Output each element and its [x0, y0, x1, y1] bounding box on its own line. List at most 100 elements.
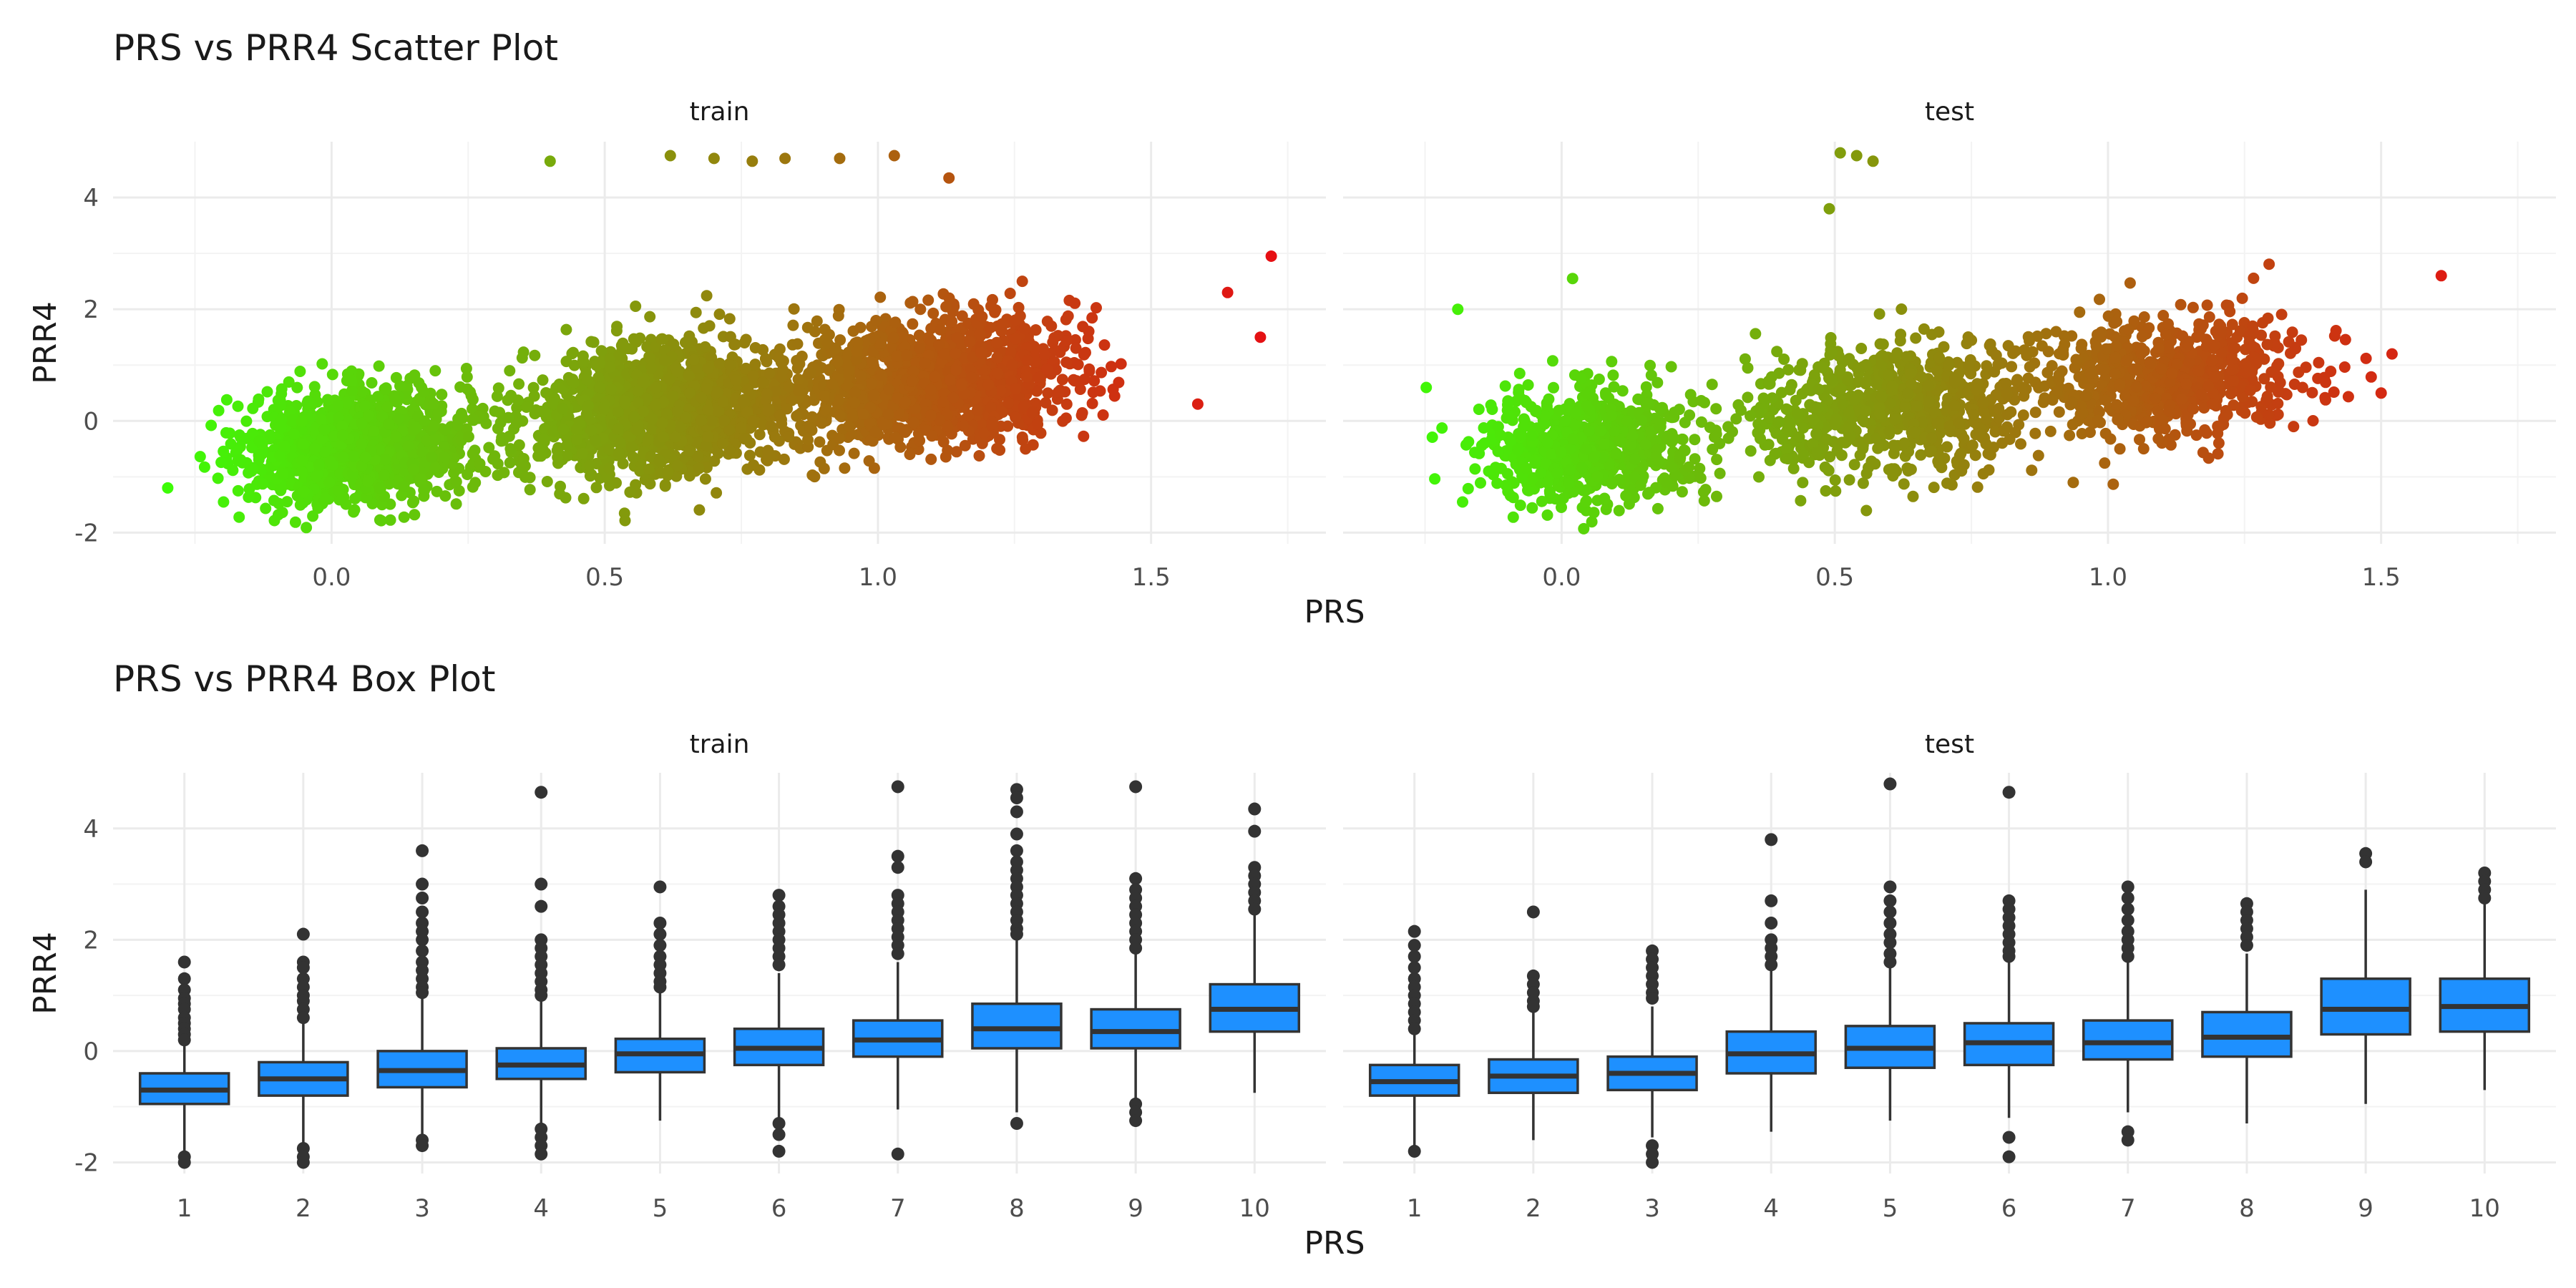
scatter-point — [374, 482, 386, 494]
scatter-point — [1473, 404, 1485, 415]
scatter-point — [253, 435, 265, 447]
scatter-point — [985, 300, 997, 312]
scatter-point — [1898, 478, 1910, 490]
scatter-point — [1478, 437, 1491, 449]
scatter-point — [1583, 425, 1595, 437]
scatter-point — [944, 374, 956, 386]
scatter-point — [257, 478, 268, 490]
scatter-point — [718, 414, 731, 426]
scatter-point — [1254, 331, 1267, 343]
scatter-point — [891, 350, 903, 362]
scatter-point — [1522, 484, 1533, 497]
scatter-point — [801, 321, 814, 333]
scatter-point — [857, 408, 869, 420]
scatter-point — [1588, 507, 1600, 519]
scatter-point — [1020, 371, 1033, 383]
scatter-point — [298, 438, 309, 450]
scatter-point — [359, 400, 371, 411]
scatter-point — [747, 370, 759, 382]
scatter-point — [1491, 477, 1503, 489]
scatter-point — [839, 462, 851, 474]
scatter-point — [765, 420, 777, 432]
scatter-point — [467, 394, 479, 406]
scatter-y-tick-label: -2 — [74, 519, 99, 547]
scatter-point — [947, 391, 960, 404]
scatter-point — [1010, 411, 1022, 424]
scatter-point — [438, 451, 450, 463]
scatter-point — [381, 401, 394, 413]
scatter-point — [462, 469, 474, 480]
scatter-point — [618, 395, 630, 407]
scatter-point — [595, 345, 608, 357]
scatter-point — [577, 492, 590, 504]
scatter-point — [1513, 384, 1525, 396]
scatter-point — [346, 375, 358, 387]
scatter-point — [613, 447, 625, 459]
scatter-point — [276, 507, 288, 519]
scatter-point — [308, 381, 321, 393]
scatter-point — [369, 454, 381, 466]
scatter-point — [1060, 335, 1073, 347]
scatter-point — [379, 469, 390, 481]
scatter-point — [834, 152, 846, 165]
scatter-point — [218, 445, 230, 457]
scatter-point — [418, 484, 430, 496]
scatter-y-tick-label: 0 — [83, 407, 99, 436]
scatter-point — [359, 452, 371, 464]
scatter-point — [934, 323, 946, 336]
scatter-point — [457, 412, 469, 424]
scatter-point — [1002, 396, 1015, 409]
scatter-point — [379, 454, 391, 466]
scatter-point — [1606, 478, 1618, 489]
scatter-point — [1530, 406, 1542, 417]
scatter-point — [560, 492, 572, 504]
scatter-point — [753, 429, 766, 441]
scatter-point — [366, 377, 378, 389]
scatter-point — [419, 415, 431, 427]
scatter-point — [1608, 381, 1620, 393]
scatter-point — [316, 414, 328, 426]
scatter-point — [788, 303, 800, 315]
scatter-point — [1654, 418, 1666, 430]
scatter-point — [776, 418, 788, 430]
scatter-point — [1041, 363, 1053, 375]
scatter-point — [298, 485, 310, 497]
scatter-point — [605, 383, 618, 395]
scatter-point — [278, 440, 291, 452]
scatter-point — [1478, 422, 1490, 434]
scatter-point — [504, 365, 516, 377]
scatter-point — [581, 374, 593, 386]
scatter-point — [1689, 434, 1701, 446]
scatter-point — [1463, 436, 1475, 448]
scatter-point — [519, 471, 532, 483]
scatter-point — [816, 417, 828, 429]
scatter-point — [218, 496, 230, 508]
scatter-point — [356, 386, 369, 398]
scatter-point — [854, 321, 867, 333]
scatter-point — [713, 308, 726, 321]
scatter-point — [889, 431, 902, 444]
scatter-point — [1578, 522, 1590, 535]
scatter-point — [406, 497, 419, 509]
scatter-point — [561, 439, 573, 452]
scatter-point — [396, 489, 408, 502]
scatter-point — [899, 426, 912, 438]
scatter-point — [432, 407, 444, 419]
scatter-point — [1010, 333, 1022, 345]
scatter-point — [1485, 399, 1497, 411]
scatter-point — [1013, 301, 1025, 313]
scatter-point — [1563, 477, 1575, 489]
scatter-point — [1106, 361, 1117, 373]
scatter-point — [1825, 332, 1837, 343]
scatter-point — [874, 291, 887, 303]
scatter-point — [1551, 467, 1563, 479]
scatter-point — [818, 390, 830, 402]
scatter-point — [220, 394, 233, 406]
scatter-point — [1056, 374, 1068, 386]
scatter-point — [1606, 356, 1618, 368]
scatter-point — [756, 376, 769, 389]
scatter-point — [976, 311, 988, 323]
scatter-point — [763, 367, 776, 379]
scatter-point — [849, 396, 861, 409]
scatter-point — [671, 459, 683, 472]
